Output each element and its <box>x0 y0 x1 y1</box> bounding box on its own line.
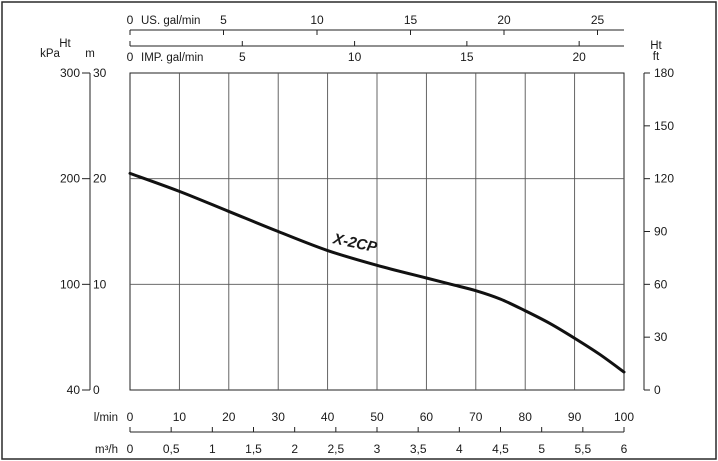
m-tick-label: 10 <box>93 277 107 291</box>
us-gal-tick-label: 10 <box>310 13 324 27</box>
m3h-tick-label: 4,5 <box>492 442 509 456</box>
ft-tick-label: 150 <box>654 119 674 133</box>
ft-tick-label: 90 <box>654 225 668 239</box>
ft-tick-label: 120 <box>654 172 674 186</box>
imp-gal-tick-label: 0 <box>127 50 134 64</box>
imp-gal-tick-label: 5 <box>239 50 246 64</box>
m3h-tick-label: 2 <box>291 442 298 456</box>
m3h-tick-label: 0 <box>127 442 134 456</box>
x-tick-label: 100 <box>614 410 634 424</box>
ft-tick-label: 60 <box>654 277 668 291</box>
right-axis-title: Ht <box>650 40 662 52</box>
ft-axis-unit: ft <box>653 51 660 63</box>
imp-gal-tick-label: 20 <box>572 50 586 64</box>
m3h-tick-label: 1 <box>209 442 216 456</box>
imp-gal-axis-unit: IMP. gal/min <box>141 52 203 64</box>
left-axis-title: Ht <box>59 38 71 50</box>
m3h-tick-label: 1,5 <box>245 442 262 456</box>
m3h-tick-label: 0,5 <box>163 442 180 456</box>
ft-tick-label: 30 <box>654 330 668 344</box>
x-tick-label: 0 <box>127 410 134 424</box>
kpa-tick-label: 40 <box>67 383 81 397</box>
m3h-axis-unit: m³/h <box>95 444 118 456</box>
x-tick-label: 20 <box>222 410 236 424</box>
x-tick-label: 70 <box>469 410 483 424</box>
us-gal-axis-unit: US. gal/min <box>141 15 200 27</box>
m3h-tick-label: 5 <box>538 442 545 456</box>
m3h-tick-label: 5,5 <box>574 442 591 456</box>
m3h-tick-label: 6 <box>621 442 628 456</box>
imp-gal-tick-label: 10 <box>348 50 362 64</box>
x-tick-label: 80 <box>519 410 533 424</box>
us-gal-tick-label: 20 <box>497 13 511 27</box>
m3h-tick-label: 3,5 <box>410 442 427 456</box>
x-tick-label: 50 <box>370 410 384 424</box>
imp-gal-tick-label: 15 <box>460 50 474 64</box>
kpa-tick-label: 200 <box>60 172 80 186</box>
x-tick-label: 60 <box>420 410 434 424</box>
kpa-tick-label: 300 <box>60 66 80 80</box>
m3h-tick-label: 4 <box>456 442 463 456</box>
m-tick-label: 0 <box>93 383 100 397</box>
m-tick-label: 30 <box>93 66 107 80</box>
ft-tick-label: 0 <box>654 383 661 397</box>
ft-tick-label: 180 <box>654 66 674 80</box>
x-tick-label: 40 <box>321 410 335 424</box>
us-gal-tick-label: 0 <box>127 13 134 27</box>
series-line-x-2cp <box>128 171 626 374</box>
x-tick-label: 30 <box>272 410 286 424</box>
m3h-tick-label: 3 <box>374 442 381 456</box>
x-tick-label: 90 <box>568 410 582 424</box>
us-gal-tick-label: 15 <box>404 13 418 27</box>
m3h-tick-label: 2,5 <box>327 442 344 456</box>
us-gal-tick-label: 5 <box>220 13 227 27</box>
kpa-tick-label: 100 <box>60 277 80 291</box>
m-tick-label: 20 <box>93 172 107 186</box>
x-tick-label: 10 <box>173 410 187 424</box>
x-axis-unit: l/min <box>94 412 118 424</box>
kpa-axis-unit: kPa <box>40 48 60 60</box>
m-axis-unit: m <box>85 48 95 60</box>
us-gal-tick-label: 25 <box>591 13 605 27</box>
